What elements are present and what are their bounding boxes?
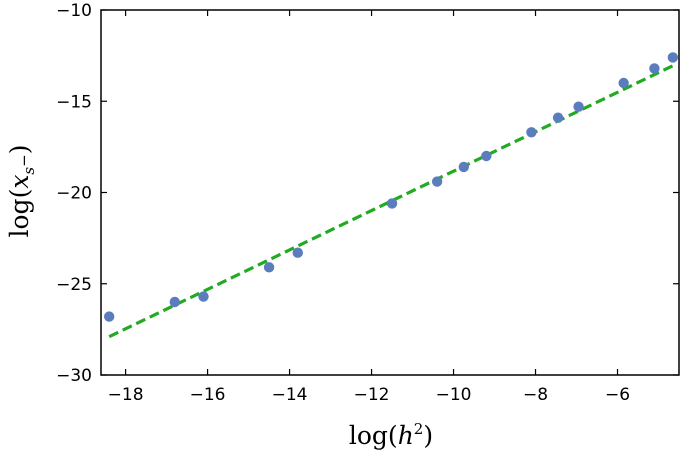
x-tick-label: −6 bbox=[605, 385, 630, 405]
data-point bbox=[552, 112, 564, 123]
x-tick-label: −18 bbox=[108, 385, 144, 405]
data-point bbox=[481, 150, 492, 162]
data-point bbox=[618, 77, 629, 89]
y-tick-label: −10 bbox=[56, 1, 92, 21]
data-points-layer bbox=[103, 52, 679, 322]
y-tick-label: −30 bbox=[56, 366, 92, 386]
x-tick-label: −12 bbox=[354, 385, 390, 405]
axis-ticks: −18 −16 −14 −12 −10 −8 −6 −30 −25 −20 −15 −10 bbox=[56, 1, 679, 405]
x-axis-label: log(h2) bbox=[349, 420, 433, 450]
y-tick-label: −25 bbox=[56, 275, 92, 295]
data-point bbox=[458, 161, 469, 173]
data-point bbox=[649, 63, 660, 74]
data-point bbox=[103, 311, 115, 322]
data-point bbox=[431, 176, 443, 187]
data-point bbox=[526, 127, 537, 138]
data-point bbox=[292, 247, 303, 258]
x-tick-label: −8 bbox=[523, 385, 548, 405]
plot-border bbox=[100, 9, 680, 376]
y-tick-label: −15 bbox=[56, 92, 92, 112]
data-point bbox=[263, 262, 275, 273]
data-point bbox=[573, 101, 584, 112]
x-tick-label: −16 bbox=[190, 385, 226, 405]
x-tick-label: −14 bbox=[272, 385, 308, 405]
x-tick-label: −10 bbox=[436, 385, 472, 405]
data-point bbox=[198, 291, 209, 302]
y-axis-label: log(xs−) bbox=[5, 145, 38, 238]
data-point bbox=[667, 52, 679, 63]
y-tick-label: −20 bbox=[56, 184, 92, 204]
data-point bbox=[169, 296, 180, 308]
data-point bbox=[386, 198, 398, 209]
plot-area bbox=[100, 9, 680, 376]
